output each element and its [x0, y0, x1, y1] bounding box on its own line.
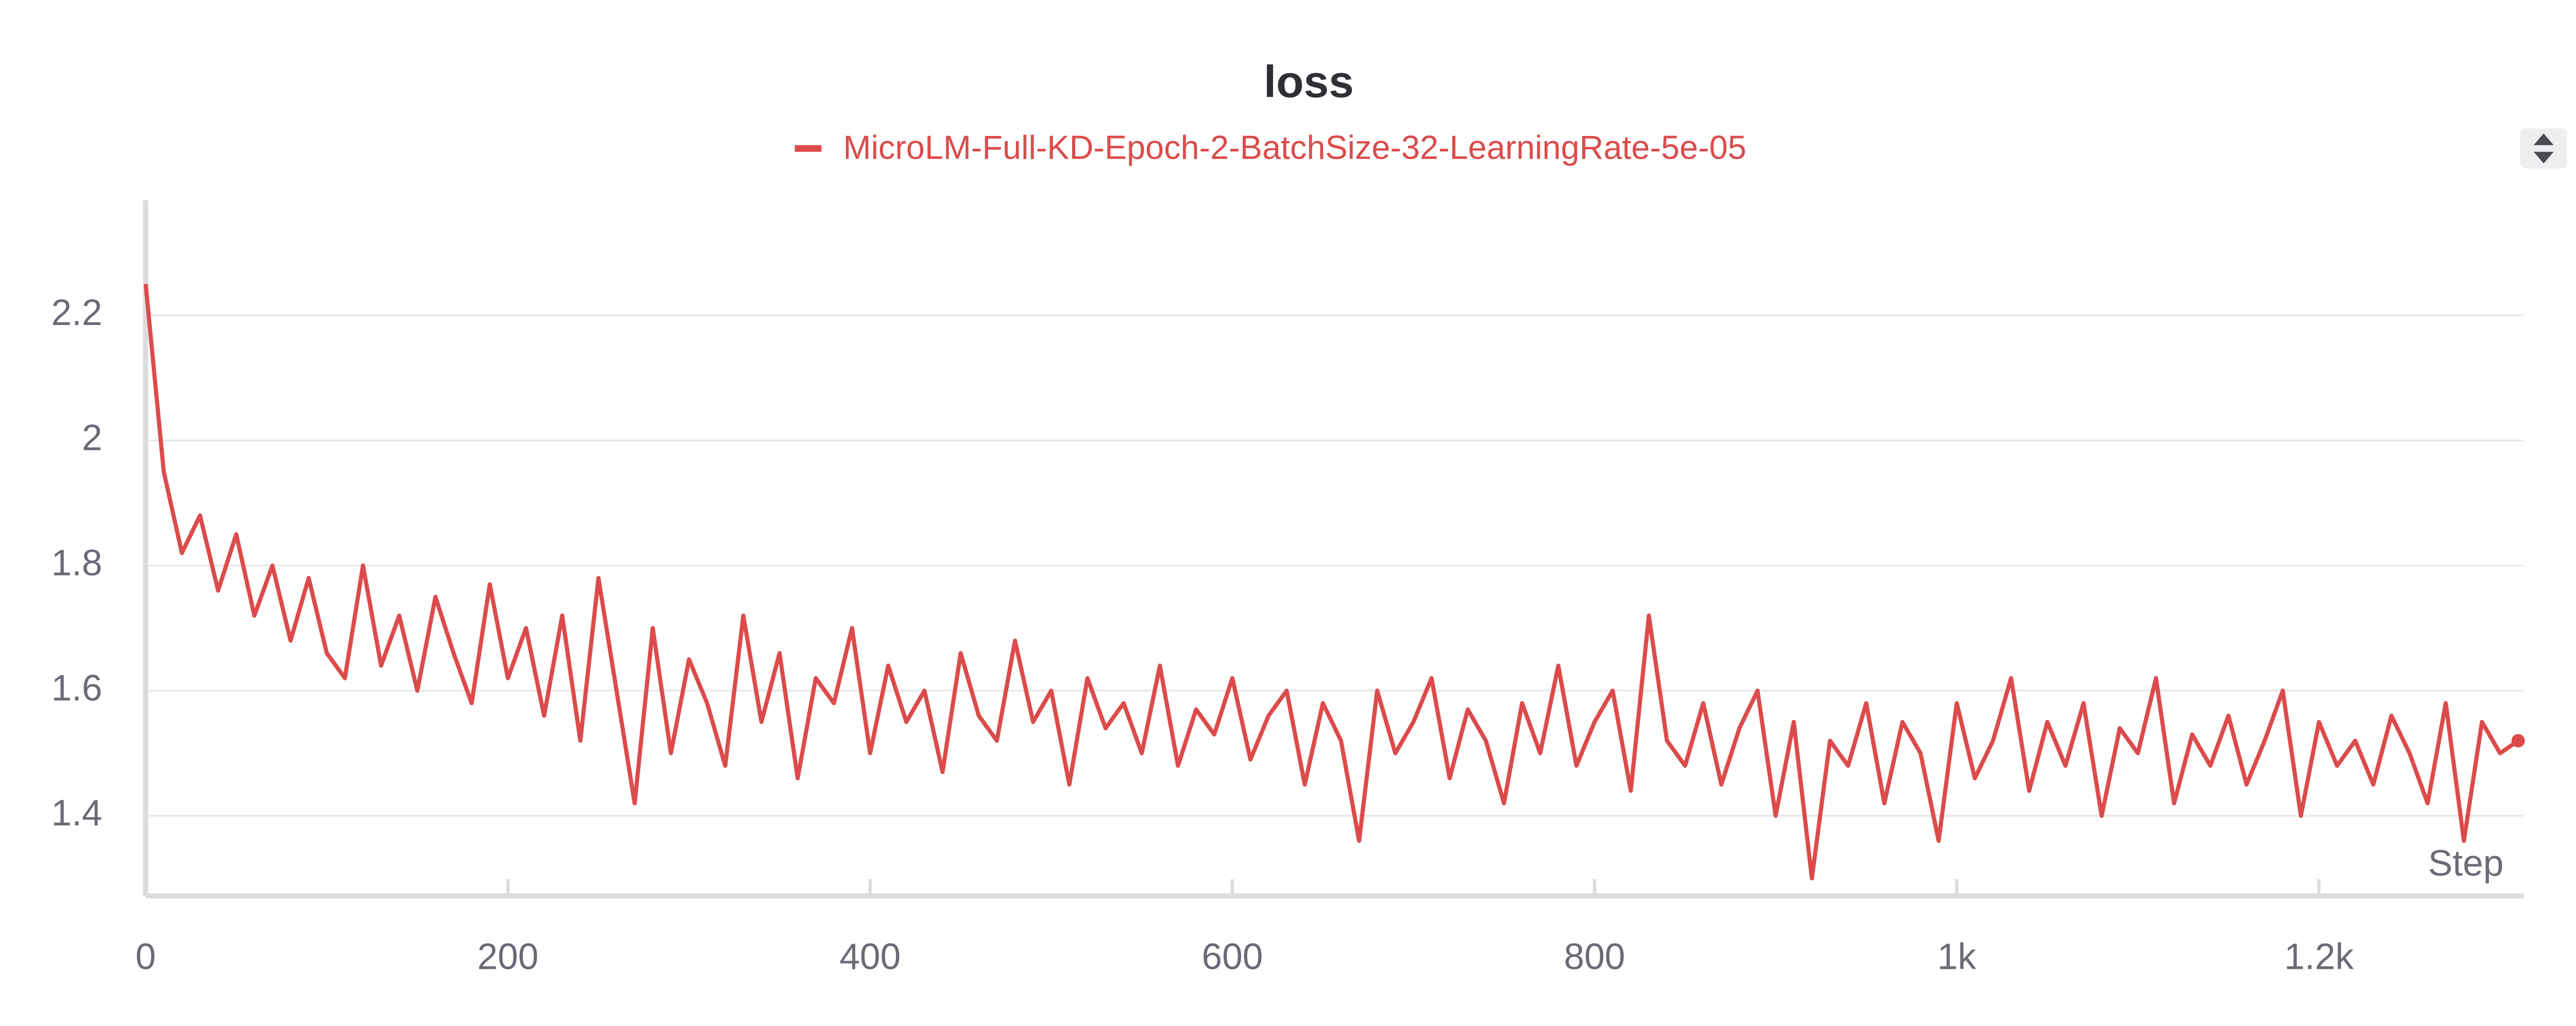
chart-title: loss — [1264, 56, 1354, 107]
x-tick-label: 200 — [477, 936, 538, 977]
y-tick-label: 2.2 — [51, 292, 102, 333]
x-tick-label: 1k — [1937, 936, 1976, 977]
loss-line — [143, 284, 2520, 881]
x-axis-label: Step — [2428, 843, 2504, 884]
x-tick-label: 800 — [1564, 936, 1625, 977]
x-tick-label: 400 — [839, 936, 901, 977]
sort-icon-arrows — [2533, 133, 2554, 164]
y-tick-label: 1.8 — [51, 542, 102, 584]
y-tick-label: 1.6 — [51, 668, 102, 709]
y-tick-label: 2 — [82, 417, 103, 458]
x-tick-label: 1.2k — [2284, 936, 2354, 977]
x-tick-label: 0 — [135, 936, 156, 977]
y-tick-label: 1.4 — [51, 793, 102, 834]
x-tick-label: 600 — [1201, 936, 1263, 977]
legend-label: MicroLM-Full-KD-Epoch-2-BatchSize-32-Lea… — [843, 129, 1747, 166]
sort-icon-bg — [2520, 128, 2567, 169]
sort-icon[interactable] — [2520, 128, 2567, 169]
end-point — [2511, 734, 2525, 748]
